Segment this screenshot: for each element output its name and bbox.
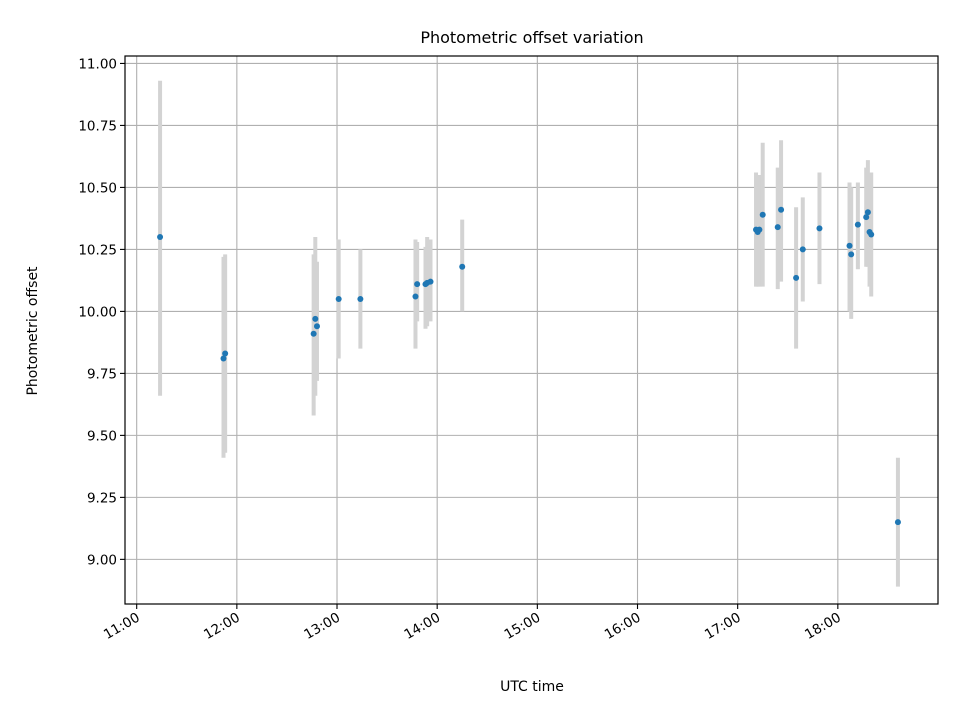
data-point (157, 234, 164, 241)
data-points (157, 206, 901, 526)
data-point (778, 206, 785, 213)
data-point (868, 231, 875, 238)
x-axis-label: UTC time (500, 679, 564, 695)
data-point (357, 296, 364, 303)
plot-frame (124, 55, 939, 605)
y-tick-label: 10.25 (78, 242, 117, 258)
data-point (864, 209, 871, 216)
data-point (846, 242, 853, 249)
y-tick-label: 9.00 (87, 552, 117, 568)
data-point (335, 296, 342, 303)
data-point (793, 274, 800, 281)
data-point (854, 221, 861, 228)
data-point (412, 293, 419, 300)
y-tick-label: 9.25 (87, 490, 117, 506)
data-point (816, 225, 823, 232)
y-tick-label: 10.50 (78, 180, 117, 196)
data-point (894, 519, 901, 526)
y-tick-label: 10.00 (78, 304, 117, 320)
data-point (312, 315, 319, 322)
y-axis-label: Photometric offset (25, 266, 41, 396)
data-point (222, 350, 229, 357)
data-point (863, 214, 870, 221)
data-point (310, 330, 317, 337)
data-point (759, 211, 766, 218)
y-tick-label: 11.00 (78, 56, 117, 72)
data-point (774, 224, 781, 231)
y-tick-label: 10.75 (78, 118, 117, 134)
data-point (459, 263, 466, 270)
y-tick-label: 9.75 (87, 366, 117, 382)
data-point (220, 355, 227, 362)
y-tick-label: 9.50 (87, 428, 117, 444)
data-point (427, 278, 434, 285)
data-point (799, 246, 806, 253)
data-point (414, 281, 421, 288)
y-axis-ticks: 9.00 9.25 9.50 9.75 10.00 10.25 10.50 10.75 11.0… (78, 56, 125, 568)
data-point (313, 323, 320, 330)
chart-title: Photometric offset variation (420, 28, 643, 47)
data-point (756, 226, 763, 233)
data-point (848, 251, 855, 258)
